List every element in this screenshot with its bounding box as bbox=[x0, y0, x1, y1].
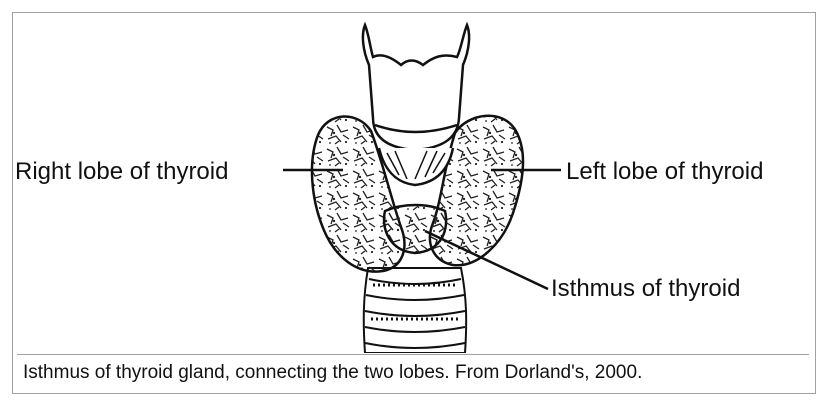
thyroid-illustration: Right lobe of thyroid Left lobe of thyro… bbox=[13, 13, 815, 353]
larynx bbox=[361, 21, 471, 187]
left-lobe-label: Left lobe of thyroid bbox=[566, 158, 763, 185]
right-lobe-label: Right lobe of thyroid bbox=[15, 158, 228, 185]
isthmus-leader bbox=[424, 229, 549, 291]
thyroid-diagram: Right lobe of thyroid Left lobe of thyro… bbox=[15, 21, 763, 353]
isthmus-label: Isthmus of thyroid bbox=[551, 275, 740, 302]
figure-caption: Isthmus of thyroid gland, connecting the… bbox=[17, 354, 809, 392]
isthmus-shape bbox=[382, 203, 448, 255]
trachea bbox=[362, 267, 468, 353]
figure-frame: Right lobe of thyroid Left lobe of thyro… bbox=[12, 12, 816, 394]
